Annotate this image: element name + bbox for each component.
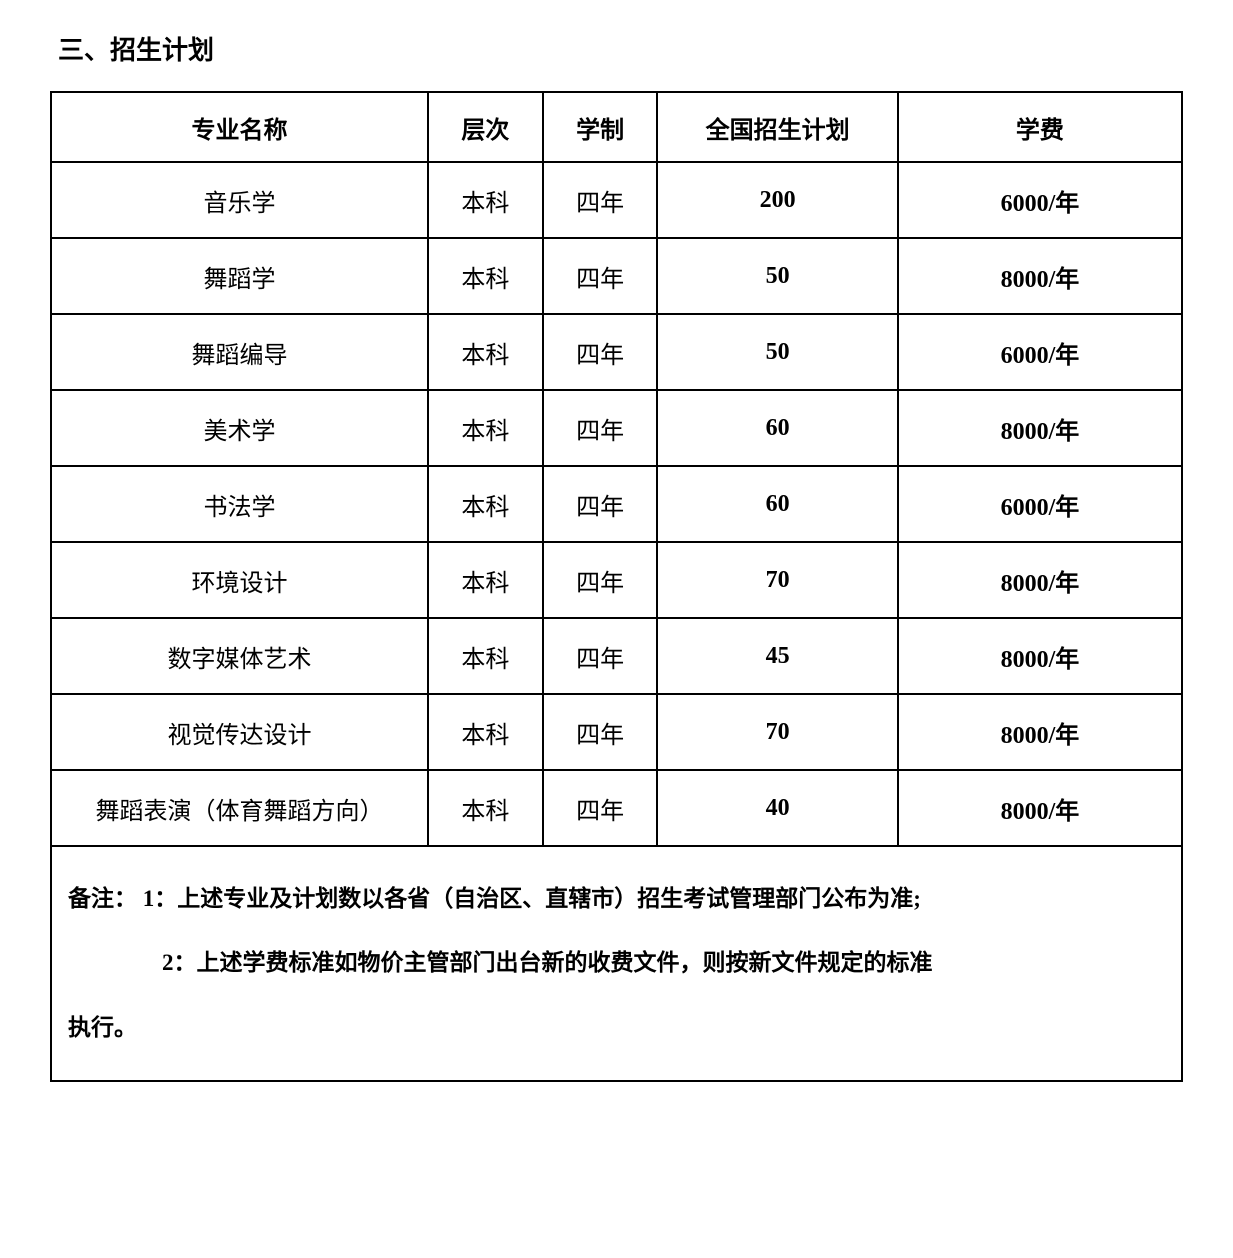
note-line-3: 执行。 <box>68 996 1165 1060</box>
cell-tuition: 8000/年 <box>898 238 1182 314</box>
table-row: 舞蹈表演（体育舞蹈方向） 本科 四年 40 8000/年 <box>51 770 1182 846</box>
table-row: 舞蹈编导 本科 四年 50 6000/年 <box>51 314 1182 390</box>
table-row: 环境设计 本科 四年 70 8000/年 <box>51 542 1182 618</box>
cell-tuition: 8000/年 <box>898 390 1182 466</box>
cell-quota: 50 <box>657 238 897 314</box>
cell-level: 本科 <box>428 390 543 466</box>
cell-years: 四年 <box>543 542 658 618</box>
cell-major: 书法学 <box>51 466 428 542</box>
cell-level: 本科 <box>428 694 543 770</box>
cell-tuition: 6000/年 <box>898 314 1182 390</box>
note-line-1: 备注： 1：上述专业及计划数以各省（自治区、直辖市）招生考试管理部门公布为准; <box>68 867 1165 931</box>
cell-quota: 50 <box>657 314 897 390</box>
cell-level: 本科 <box>428 314 543 390</box>
cell-level: 本科 <box>428 542 543 618</box>
cell-years: 四年 <box>543 314 658 390</box>
cell-major: 环境设计 <box>51 542 428 618</box>
cell-quota: 40 <box>657 770 897 846</box>
table-header-row: 专业名称 层次 学制 全国招生计划 学费 <box>51 92 1182 162</box>
cell-tuition: 8000/年 <box>898 542 1182 618</box>
cell-quota: 70 <box>657 542 897 618</box>
col-header-quota: 全国招生计划 <box>657 92 897 162</box>
cell-quota: 60 <box>657 466 897 542</box>
cell-quota: 70 <box>657 694 897 770</box>
table-notes-row: 备注： 1：上述专业及计划数以各省（自治区、直辖市）招生考试管理部门公布为准; … <box>51 846 1182 1081</box>
cell-tuition: 8000/年 <box>898 618 1182 694</box>
col-header-tuition: 学费 <box>898 92 1182 162</box>
col-header-major: 专业名称 <box>51 92 428 162</box>
cell-years: 四年 <box>543 694 658 770</box>
cell-level: 本科 <box>428 618 543 694</box>
cell-years: 四年 <box>543 618 658 694</box>
notes-cell: 备注： 1：上述专业及计划数以各省（自治区、直辖市）招生考试管理部门公布为准; … <box>51 846 1182 1081</box>
cell-quota: 60 <box>657 390 897 466</box>
note-line-2: 2：上述学费标准如物价主管部门出台新的收费文件，则按新文件规定的标准 <box>68 931 1165 995</box>
cell-tuition: 8000/年 <box>898 770 1182 846</box>
table-row: 数字媒体艺术 本科 四年 45 8000/年 <box>51 618 1182 694</box>
section-title: 三、招生计划 <box>50 30 1183 67</box>
table-row: 音乐学 本科 四年 200 6000/年 <box>51 162 1182 238</box>
cell-major: 数字媒体艺术 <box>51 618 428 694</box>
cell-level: 本科 <box>428 770 543 846</box>
cell-quota: 45 <box>657 618 897 694</box>
cell-years: 四年 <box>543 390 658 466</box>
cell-years: 四年 <box>543 770 658 846</box>
table-row: 视觉传达设计 本科 四年 70 8000/年 <box>51 694 1182 770</box>
col-header-level: 层次 <box>428 92 543 162</box>
cell-major: 音乐学 <box>51 162 428 238</box>
cell-major: 舞蹈学 <box>51 238 428 314</box>
cell-level: 本科 <box>428 238 543 314</box>
col-header-years: 学制 <box>543 92 658 162</box>
cell-major: 美术学 <box>51 390 428 466</box>
cell-years: 四年 <box>543 238 658 314</box>
cell-level: 本科 <box>428 162 543 238</box>
table-row: 美术学 本科 四年 60 8000/年 <box>51 390 1182 466</box>
cell-tuition: 6000/年 <box>898 466 1182 542</box>
cell-level: 本科 <box>428 466 543 542</box>
cell-tuition: 6000/年 <box>898 162 1182 238</box>
cell-tuition: 8000/年 <box>898 694 1182 770</box>
table-row: 书法学 本科 四年 60 6000/年 <box>51 466 1182 542</box>
cell-major: 视觉传达设计 <box>51 694 428 770</box>
enrollment-plan-table: 专业名称 层次 学制 全国招生计划 学费 音乐学 本科 四年 200 6000/… <box>50 91 1183 1082</box>
table-row: 舞蹈学 本科 四年 50 8000/年 <box>51 238 1182 314</box>
cell-major: 舞蹈编导 <box>51 314 428 390</box>
cell-years: 四年 <box>543 162 658 238</box>
cell-quota: 200 <box>657 162 897 238</box>
cell-years: 四年 <box>543 466 658 542</box>
cell-major: 舞蹈表演（体育舞蹈方向） <box>51 770 428 846</box>
